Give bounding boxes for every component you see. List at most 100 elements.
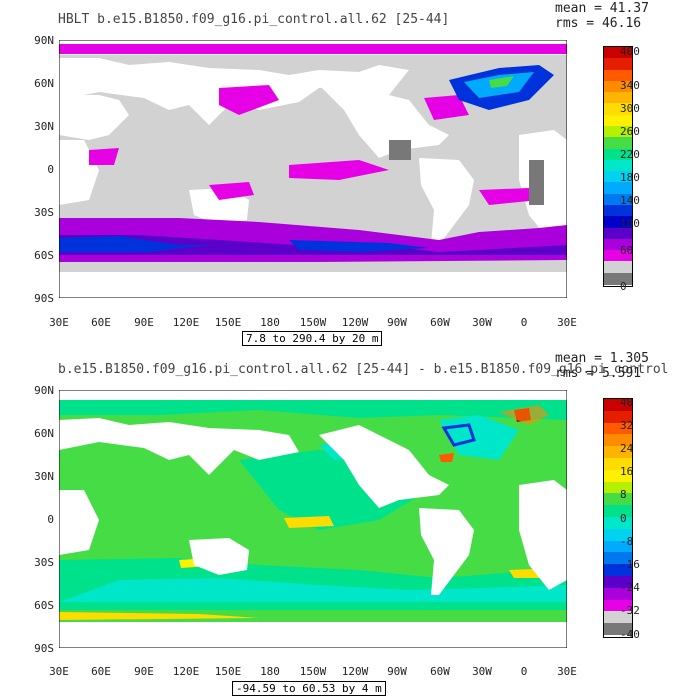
colorbar-swatch <box>604 227 632 240</box>
panel1-lon-label: 120W <box>341 316 369 329</box>
colorbar-swatch <box>604 182 632 195</box>
panel1-map <box>59 40 567 298</box>
colorbar-swatch <box>604 238 632 251</box>
panel2-map <box>59 390 567 648</box>
panel1-lat-label: 30N <box>34 120 54 133</box>
panel1-lat-label: 60S <box>34 249 54 262</box>
colorbar-swatch <box>604 540 632 553</box>
panel2-lat-label: 90N <box>34 384 54 397</box>
colorbar-swatch <box>604 272 632 285</box>
colorbar-swatch <box>604 92 632 105</box>
panel2-lat-label: 0 <box>47 513 54 526</box>
panel2-colorbar-label: -8 <box>620 535 634 548</box>
panel1-lat-label: 60N <box>34 77 54 90</box>
panel1-lon-label: 30W <box>472 316 492 329</box>
panel1-lon-label: 90E <box>134 316 154 329</box>
colorbar-swatch <box>604 410 632 423</box>
colorbar-swatch <box>604 261 632 274</box>
colorbar-swatch <box>604 58 632 71</box>
panel1-colorbar-label: 340 <box>620 79 640 92</box>
colorbar-swatch <box>604 137 632 150</box>
colorbar-swatch <box>604 399 632 411</box>
colorbar-swatch <box>604 587 632 600</box>
colorbar-swatch <box>604 148 632 161</box>
panel2-lat-label: 90S <box>34 642 54 655</box>
colorbar-swatch <box>604 576 632 588</box>
colorbar-swatch <box>604 564 632 577</box>
panel1-lon-label: 30E <box>49 316 69 329</box>
panel1-lon-label: 120E <box>172 316 200 329</box>
panel2-title: b.e15.B1850.f09_g16.pi_control.all.62 [2… <box>58 362 669 377</box>
panel1-lat-label: 30S <box>34 206 54 219</box>
panel1-lon-label: 150W <box>299 316 327 329</box>
colorbar-swatch <box>604 611 632 624</box>
panel2-colorbar-label: -40 <box>620 628 640 641</box>
panel2-colorbar-label: 40 <box>620 396 634 409</box>
colorbar-swatch <box>604 47 632 59</box>
panel2-lon-label: 120E <box>172 665 200 678</box>
panel2-lon-label: 180 <box>260 665 280 678</box>
panel1-colorbar-label: 260 <box>620 125 640 138</box>
panel1-title: HBLT b.e15.B1850.f09_g16.pi_control.all.… <box>58 12 450 27</box>
panel1-mean: mean = 41.37 <box>555 1 649 16</box>
panel1-lon-label: 150E <box>214 316 242 329</box>
panel2-colorbar-label: -16 <box>620 558 640 571</box>
panel2-lon-label: 120W <box>341 665 369 678</box>
panel1-lon-label: 30E <box>557 316 577 329</box>
colorbar-swatch <box>604 250 632 263</box>
panel2-lon-label: 30W <box>472 665 492 678</box>
colorbar-swatch <box>604 80 632 93</box>
panel1-colorbar-label: 0 <box>620 280 627 293</box>
panel1-colorbar-label: 60 <box>620 244 634 257</box>
panel2-colorbar-label: -24 <box>620 581 640 594</box>
panel2-lat-label: 30S <box>34 556 54 569</box>
panel1-range-label: 7.8 to 290.4 by 20 m <box>242 331 383 346</box>
colorbar-swatch <box>604 434 632 447</box>
colorbar-swatch <box>604 422 632 435</box>
panel2-colorbar-label: -32 <box>620 604 640 617</box>
panel1-lon-label: 180 <box>260 316 280 329</box>
panel1-colorbar-label: 220 <box>620 148 640 161</box>
panel1-colorbar <box>603 46 633 287</box>
panel2-lon-label: 60W <box>430 665 450 678</box>
panel2-lon-label: 0 <box>520 665 528 678</box>
panel1-lon-label: 60E <box>91 316 111 329</box>
colorbar-swatch <box>604 171 632 184</box>
panel1-colorbar-label: 140 <box>620 194 640 207</box>
panel2-colorbar-label: 8 <box>620 488 627 501</box>
panel1-lon-label: 90W <box>387 316 407 329</box>
panel2-colorbar-label: 16 <box>620 465 634 478</box>
panel1-colorbar-label: 100 <box>620 217 640 230</box>
panel2-lat-label: 30N <box>34 470 54 483</box>
colorbar-swatch <box>604 446 632 459</box>
panel2-lon-label: 60E <box>91 665 111 678</box>
colorbar-swatch <box>604 126 632 138</box>
colorbar-swatch <box>604 103 632 116</box>
colorbar-swatch <box>604 481 632 494</box>
panel1-lon-label: 0 <box>520 316 528 329</box>
colorbar-swatch <box>604 517 632 529</box>
colorbar-swatch <box>604 216 632 229</box>
panel2-lon-label: 90W <box>387 665 407 678</box>
colorbar-swatch <box>604 159 632 172</box>
colorbar-swatch <box>604 599 632 612</box>
colorbar-swatch <box>604 69 632 82</box>
panel2-lon-label: 30E <box>557 665 577 678</box>
panel1-lat-label: 0 <box>47 163 54 176</box>
panel2-rms: rms = 5.591 <box>555 366 642 381</box>
colorbar-swatch <box>604 493 632 506</box>
colorbar-swatch <box>604 205 632 217</box>
panel2-lon-label: 30E <box>49 665 69 678</box>
panel1-lat-label: 90S <box>34 292 54 305</box>
panel2-lon-label: 90E <box>134 665 154 678</box>
panel2-lat-label: 60N <box>34 427 54 440</box>
panel2-colorbar-label: 24 <box>620 442 634 455</box>
colorbar-swatch <box>604 552 632 565</box>
panel1-lat-label: 90N <box>34 34 54 47</box>
colorbar-swatch <box>604 458 632 470</box>
panel2-colorbar-label: 0 <box>620 512 627 525</box>
panel1-colorbar-label: 400 <box>620 45 640 58</box>
colorbar-swatch <box>604 528 632 541</box>
colorbar-swatch <box>604 193 632 206</box>
panel2-lon-label: 150E <box>214 665 242 678</box>
